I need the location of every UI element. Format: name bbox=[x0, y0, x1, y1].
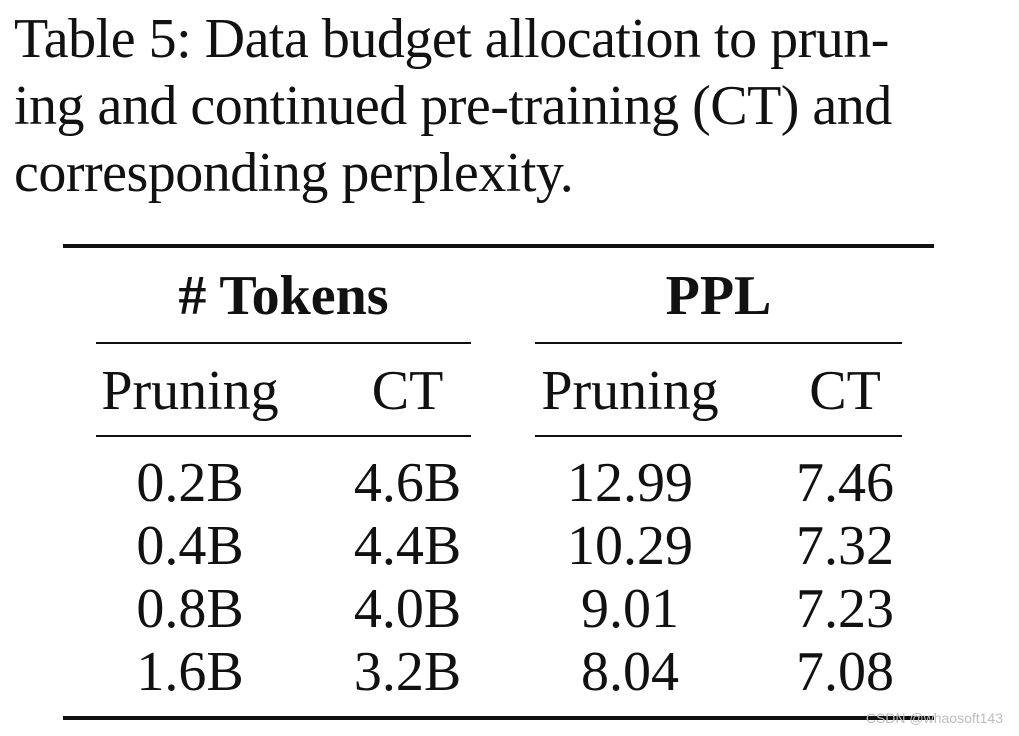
caption-line-2: ing and continued pre-training (CT) and bbox=[14, 75, 892, 137]
subheader-ppl-pruning: Pruning bbox=[541, 360, 719, 422]
cell-tokens-ct: 3.2B bbox=[353, 641, 462, 703]
cell-tokens-pruning: 0.4B bbox=[136, 515, 244, 577]
tokens-header-rule bbox=[96, 435, 471, 437]
group-header-tokens: # Tokens bbox=[178, 265, 389, 327]
subheader-tokens-pruning: Pruning bbox=[101, 360, 279, 422]
caption-line-1: Table 5: Data budget allocation to prun- bbox=[14, 8, 889, 70]
cell-ppl-pruning: 9.01 bbox=[581, 578, 679, 640]
cell-ppl-pruning: 12.99 bbox=[567, 452, 693, 514]
table-top-rule bbox=[63, 244, 934, 248]
cell-ppl-ct: 7.32 bbox=[796, 515, 894, 577]
cell-ppl-ct: 7.46 bbox=[796, 452, 894, 514]
subheader-ppl-ct: CT bbox=[809, 360, 881, 422]
table-bottom-rule bbox=[63, 716, 934, 720]
cell-tokens-pruning: 0.8B bbox=[136, 578, 244, 640]
subheader-tokens-ct: CT bbox=[371, 360, 444, 422]
table-caption: Table 5: Data budget allocation to prun-… bbox=[14, 6, 1014, 207]
cell-tokens-ct: 4.6B bbox=[353, 452, 462, 514]
ppl-group-rule bbox=[535, 342, 902, 344]
cell-ppl-pruning: 8.04 bbox=[581, 641, 679, 703]
watermark-text: CSDN @whaosoft143 bbox=[865, 710, 1003, 726]
cell-ppl-ct: 7.08 bbox=[796, 641, 894, 703]
cell-tokens-ct: 4.0B bbox=[353, 578, 462, 640]
caption-line-3: corresponding perplexity. bbox=[14, 142, 574, 204]
cell-tokens-ct: 4.4B bbox=[353, 515, 462, 577]
cell-ppl-ct: 7.23 bbox=[796, 578, 894, 640]
tokens-group-rule bbox=[96, 342, 471, 344]
cell-tokens-pruning: 0.2B bbox=[136, 452, 244, 514]
group-header-ppl: PPL bbox=[665, 265, 772, 327]
ppl-header-rule bbox=[535, 435, 902, 437]
cell-tokens-pruning: 1.6B bbox=[136, 641, 244, 703]
cell-ppl-pruning: 10.29 bbox=[567, 515, 693, 577]
